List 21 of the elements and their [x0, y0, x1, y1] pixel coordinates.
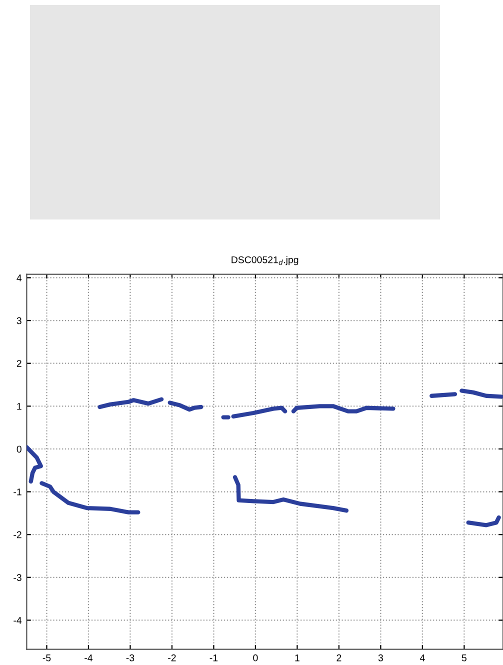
x-tick-label: 2: [336, 654, 342, 662]
y-tick-label: 2: [16, 360, 22, 367]
x-tick-label: -3: [126, 654, 134, 662]
y-tick-label: -2: [14, 531, 22, 538]
x-tick-label: 1: [295, 654, 300, 662]
chart-title: DSC00521$_{d}$.jpg: [232, 256, 298, 266]
x-tick-label: 3: [378, 654, 383, 662]
y-tick-label: 4: [16, 274, 22, 282]
y-tick-label: -4: [14, 617, 22, 624]
y-tick-label: 0: [16, 446, 22, 453]
x-tick-label: 0: [253, 654, 258, 662]
y-tick-label: -1: [14, 488, 22, 496]
y-tick-label: 1: [17, 402, 22, 410]
x-tick-label: -2: [168, 654, 176, 662]
x-tick-label: 5: [462, 654, 466, 662]
y-tick-label: -3: [14, 574, 22, 581]
x-tick-label: 4: [420, 654, 425, 662]
x-tick-label: -5: [42, 654, 51, 662]
x-tick-label: -1: [210, 654, 218, 662]
x-tick-label: -4: [84, 654, 93, 662]
y-tick-label: 3: [16, 317, 22, 324]
